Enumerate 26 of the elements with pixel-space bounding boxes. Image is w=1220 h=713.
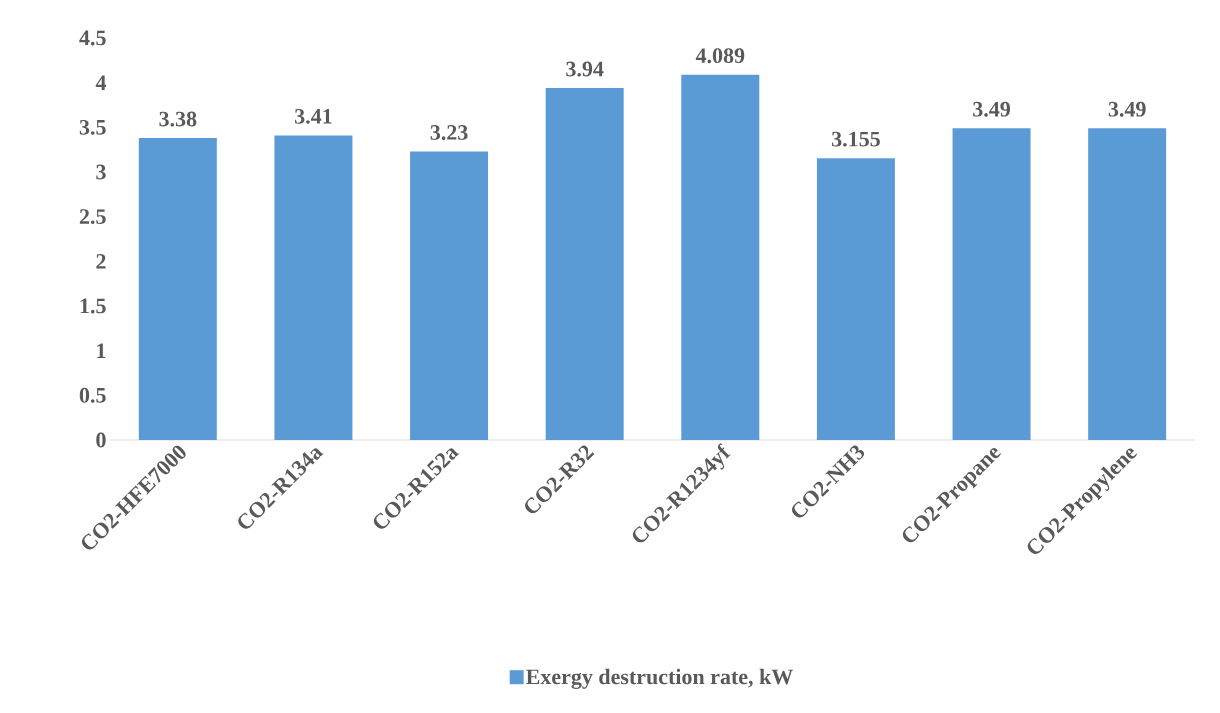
bar: [1088, 128, 1167, 440]
bar: [410, 151, 489, 440]
bar: [952, 128, 1031, 440]
y-tick-label: 1: [97, 343, 106, 358]
y-tick-label: 4: [95, 75, 107, 90]
bar: [681, 74, 760, 440]
y-tick-label: 0.5: [79, 387, 106, 403]
data-label: 3.41: [295, 108, 332, 124]
bar: [545, 88, 624, 440]
bar: [138, 138, 217, 440]
y-tick-label: 1.5: [80, 298, 106, 314]
y-tick-label: 2.5: [79, 209, 106, 225]
y-tick-label: 4.5: [79, 30, 106, 46]
data-label: 4.089: [695, 48, 745, 64]
y-tick-label: 2: [96, 254, 106, 269]
data-label: 3.155: [832, 131, 880, 147]
data-label: 3.49: [973, 101, 1010, 117]
y-tick-label: 3: [96, 164, 106, 180]
data-label: 3.38: [159, 111, 197, 127]
data-label: 3.94: [566, 61, 604, 77]
data-label: 3.49: [1108, 101, 1146, 117]
bar: [274, 135, 353, 440]
bar: [816, 158, 895, 440]
data-label: 3.23: [430, 125, 468, 140]
legend-label: Exergy destruction rate, kW: [526, 668, 793, 689]
y-tick-label: 3.5: [79, 119, 106, 135]
